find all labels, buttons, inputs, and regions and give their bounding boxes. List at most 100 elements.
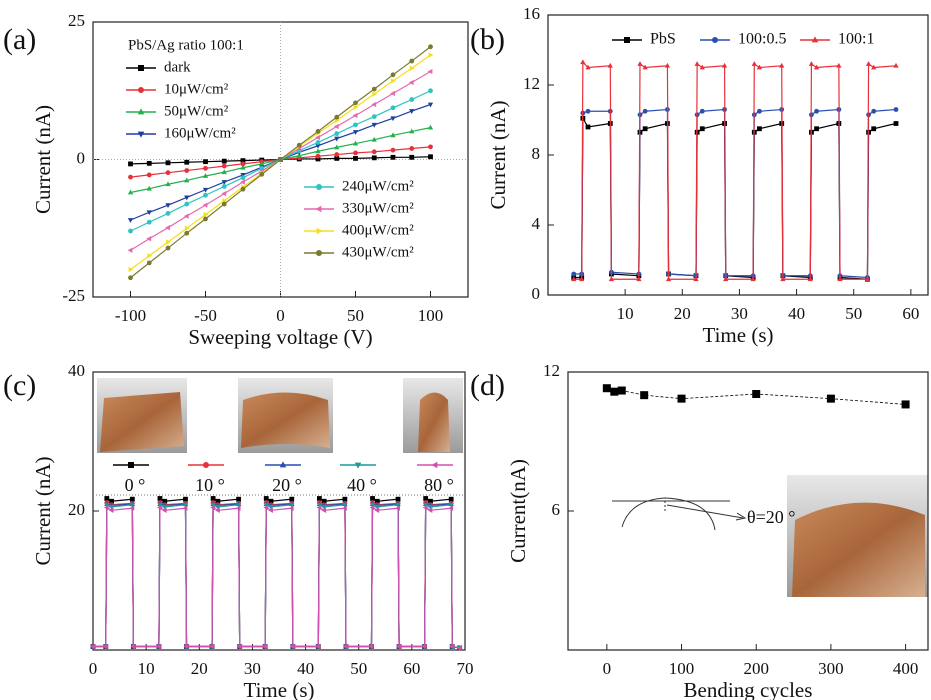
legend-marker	[316, 250, 322, 256]
data-point	[370, 496, 375, 501]
photo	[403, 378, 463, 453]
legend-label: 400μW/cm²	[342, 222, 414, 238]
data-point	[128, 248, 133, 253]
data-point	[104, 496, 109, 501]
legend-label: 80 °	[424, 475, 454, 495]
data-point	[166, 170, 171, 175]
data-point	[391, 105, 396, 110]
x-tick-label: 400	[893, 659, 919, 678]
data-point	[409, 97, 414, 102]
data-point	[643, 109, 648, 114]
x-tick-label: 30	[731, 304, 748, 323]
data-point	[894, 121, 899, 126]
data-point	[264, 496, 269, 501]
data-point	[372, 155, 377, 160]
data-point	[353, 156, 358, 161]
panel-label: (c)	[3, 369, 36, 402]
y-tick-label: 8	[532, 144, 541, 163]
data-point	[203, 159, 208, 164]
data-point	[316, 129, 321, 134]
data-point	[128, 162, 133, 167]
data-point	[902, 400, 910, 408]
legend-marker	[315, 206, 321, 213]
legend-marker	[316, 184, 322, 190]
data-point	[147, 161, 152, 166]
y-tick-label: 12	[523, 74, 540, 93]
legend-marker	[128, 462, 134, 468]
data-point	[752, 61, 757, 66]
y-axis-label: Current(nA)	[506, 459, 530, 563]
figure: θ=20 ° -100-50050100-25025(a)Sweeping vo…	[0, 0, 931, 700]
data-point	[640, 391, 648, 399]
y-tick-label: 16	[523, 4, 540, 23]
x-tick-label: 50	[845, 304, 862, 323]
x-tick-label: 10	[617, 304, 634, 323]
series-line	[574, 118, 896, 279]
legend-label: 0 °	[125, 475, 146, 495]
data-point	[428, 44, 433, 49]
data-point	[211, 496, 216, 501]
legend-label: 50μW/cm²	[164, 103, 229, 119]
data-point	[184, 160, 189, 165]
data-point	[222, 184, 227, 189]
y-tick-label: 20	[68, 500, 85, 519]
data-point	[722, 63, 727, 68]
series-line	[93, 505, 460, 648]
data-point	[316, 154, 321, 159]
data-point	[166, 246, 171, 251]
data-point	[222, 202, 227, 207]
data-point	[184, 202, 189, 207]
data-point	[643, 126, 648, 131]
y-tick-label: -25	[62, 286, 85, 305]
data-point	[618, 387, 626, 395]
data-point	[278, 157, 283, 162]
data-point	[586, 109, 591, 114]
data-point	[814, 109, 819, 114]
data-point	[893, 63, 898, 68]
x-tick-label: 50	[347, 306, 364, 325]
legend-marker	[317, 228, 323, 235]
photo	[787, 475, 928, 597]
series-line	[93, 498, 460, 647]
data-point	[894, 107, 899, 112]
data-point	[637, 61, 642, 66]
data-point	[396, 497, 401, 502]
plot-frame	[548, 15, 928, 295]
legend-label: 100:1	[838, 31, 874, 48]
x-tick-label: 0	[603, 659, 612, 678]
x-tick-label: 0	[89, 659, 98, 678]
data-point	[757, 126, 762, 131]
data-point	[409, 155, 414, 160]
data-point	[610, 388, 618, 396]
data-point	[779, 63, 784, 68]
x-tick-label: 50	[350, 659, 367, 678]
legend-label: 20 °	[272, 475, 302, 495]
data-point	[700, 109, 705, 114]
data-point	[372, 87, 377, 92]
data-point	[603, 384, 611, 392]
data-point	[428, 88, 433, 93]
y-tick-label: 25	[68, 11, 85, 30]
data-point	[203, 217, 208, 222]
legend-marker	[138, 65, 144, 71]
y-tick-label: 0	[532, 284, 541, 303]
annotation: θ=20 °	[747, 507, 795, 527]
y-tick-label: 4	[532, 214, 541, 233]
data-point	[203, 193, 208, 198]
legend-label: 430μW/cm²	[342, 244, 414, 260]
legend-label: 10μW/cm²	[164, 81, 229, 97]
x-tick-label: 40	[297, 659, 314, 678]
data-point	[166, 160, 171, 165]
data-point	[353, 100, 358, 105]
x-tick-label: 300	[818, 659, 844, 678]
data-point	[130, 497, 135, 502]
data-point	[409, 146, 414, 151]
data-point	[372, 114, 377, 119]
data-point	[428, 154, 433, 159]
data-point	[429, 52, 434, 57]
series-line	[93, 503, 460, 648]
panel-label: (a)	[3, 23, 36, 56]
legend-label: dark	[164, 59, 191, 75]
data-point	[297, 143, 302, 148]
legend-title: PbS/Ag ratio 100:1	[128, 37, 244, 53]
